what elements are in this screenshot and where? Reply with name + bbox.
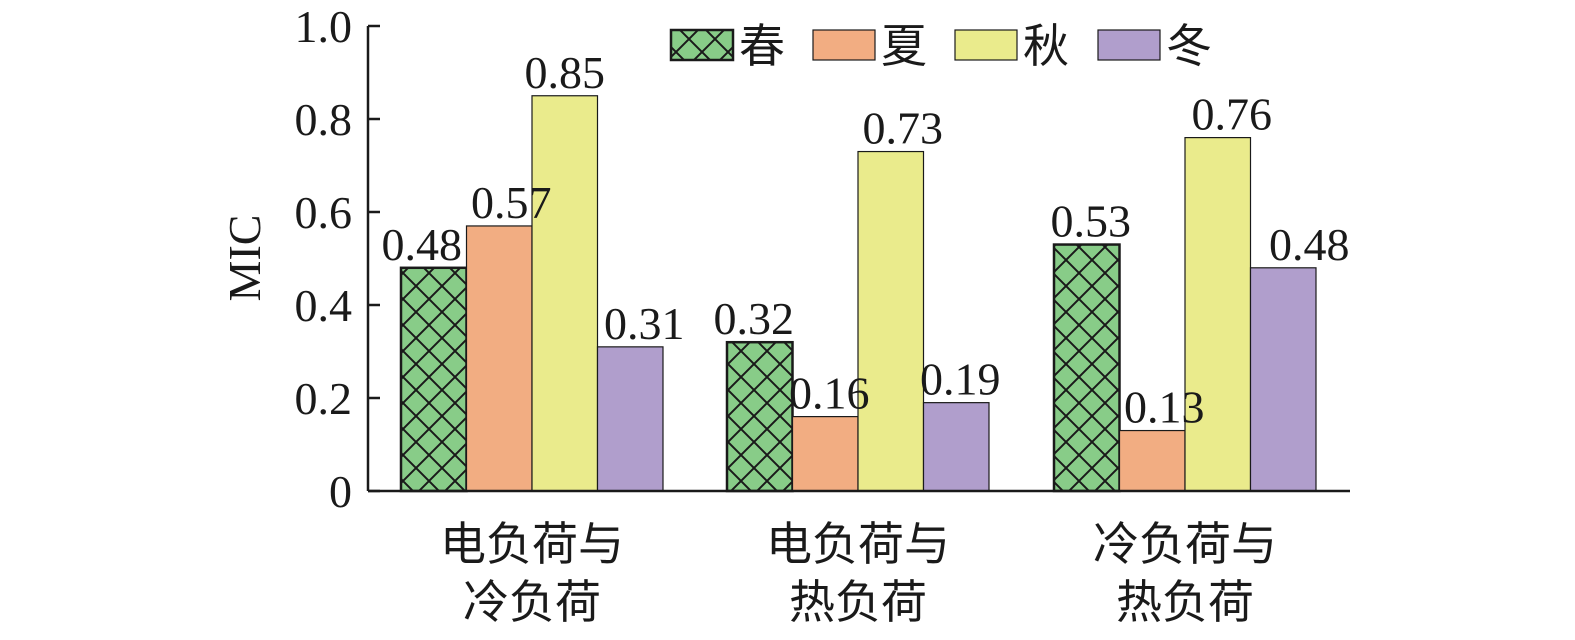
value-label: 0.19: [920, 354, 1001, 405]
y-tick-label: 0.2: [295, 373, 353, 424]
value-label: 0.73: [863, 103, 944, 154]
legend: 春夏秋冬: [669, 19, 1212, 73]
value-label: 0.48: [382, 219, 463, 270]
legend-label: 秋: [1023, 19, 1069, 73]
value-label: 0.13: [1124, 382, 1205, 433]
bar-0-2: [1052, 243, 1121, 493]
bar-1-1: [791, 416, 859, 492]
category-label: 热负荷: [789, 575, 927, 629]
category-label: 电负荷与: [440, 517, 624, 571]
value-label: 0.16: [789, 368, 870, 419]
value-label: 0.32: [714, 293, 795, 344]
legend-label: 冬: [1166, 19, 1212, 73]
value-label: 0.31: [604, 298, 685, 349]
legend-label: 春: [739, 19, 785, 73]
category-label: 电负荷与: [766, 517, 950, 571]
legend-swatch-3: [1097, 29, 1161, 61]
legend-label: 夏: [881, 19, 927, 73]
y-tick-label: 0.6: [295, 187, 353, 238]
bar-1-2: [1118, 429, 1186, 492]
plot-area: 0.48 0.32 0.53 0.57 0.16 0.13 0.85 0.73 0.76 0.31…: [382, 47, 1350, 493]
y-tick-label: 0.8: [295, 94, 353, 145]
bar-2-2: [1184, 137, 1252, 492]
category-label: 冷负荷与: [1093, 517, 1277, 571]
legend-swatch-1: [812, 29, 876, 61]
category-label: 热负荷: [1116, 575, 1254, 629]
y-tick-label: 1.0: [295, 1, 353, 52]
bar-0-0: [399, 266, 468, 493]
bar-1-0: [465, 225, 533, 492]
value-label: 0.85: [525, 47, 606, 98]
bar-2-1: [857, 150, 925, 492]
value-label: 0.57: [471, 177, 552, 228]
value-label: 0.48: [1269, 219, 1350, 270]
bar-0-1: [725, 340, 794, 493]
legend-swatch-2: [954, 29, 1018, 61]
y-tick-label: 0.4: [295, 280, 353, 331]
bar-3-2: [1249, 267, 1317, 492]
bar-3-0: [596, 346, 664, 492]
bar-2-0: [531, 95, 599, 492]
legend-swatch-0: [669, 28, 735, 62]
bar-3-1: [922, 402, 990, 492]
y-tick-label: 0: [329, 466, 352, 517]
category-label: 冷负荷: [463, 575, 601, 629]
y-axis-title: MIC: [219, 215, 270, 302]
value-label: 0.53: [1051, 196, 1132, 247]
value-label: 0.76: [1192, 89, 1273, 140]
